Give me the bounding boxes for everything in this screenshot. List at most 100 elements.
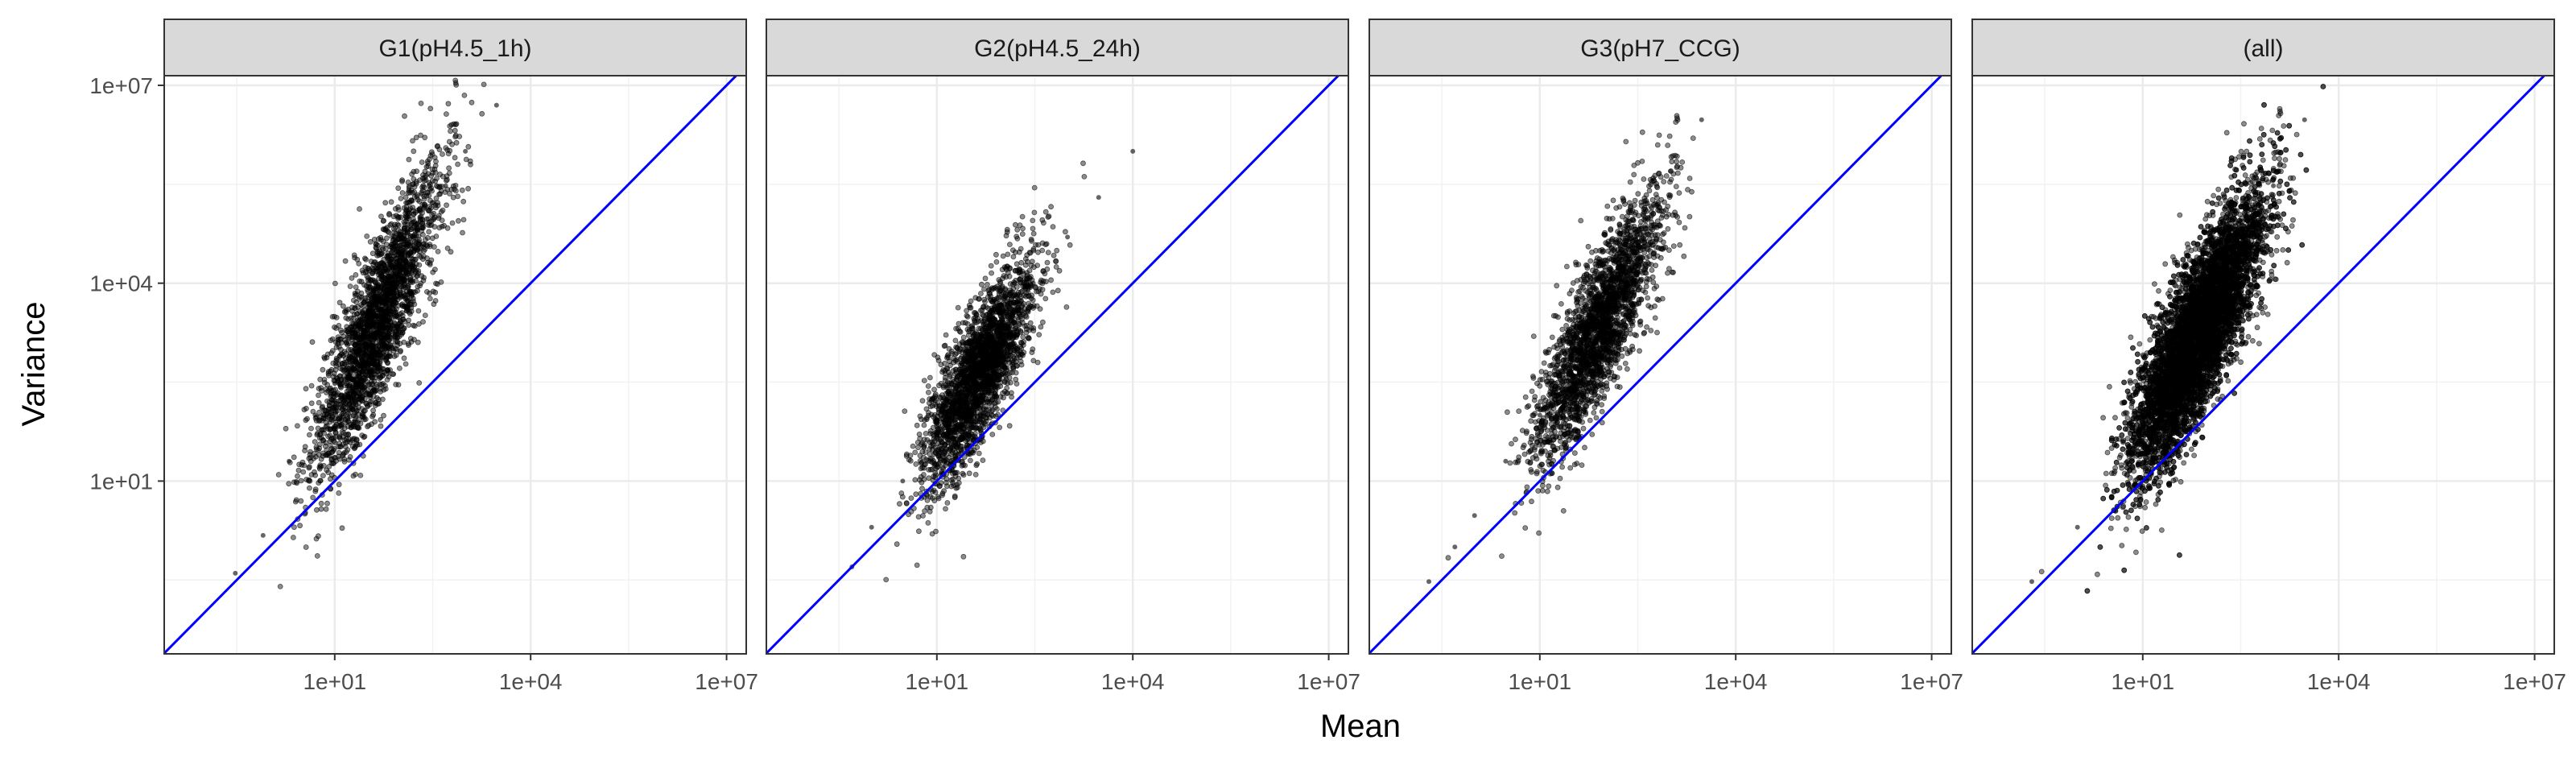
scatter-point bbox=[927, 467, 931, 472]
scatter-point bbox=[402, 222, 407, 227]
scatter-point bbox=[972, 405, 977, 410]
scatter-point bbox=[345, 436, 349, 441]
scatter-point bbox=[963, 463, 968, 468]
scatter-point bbox=[968, 377, 973, 382]
scatter-point bbox=[965, 327, 970, 332]
scatter-point bbox=[361, 412, 365, 417]
scatter-point bbox=[318, 377, 323, 382]
scatter-point bbox=[397, 366, 402, 370]
scatter-point bbox=[351, 316, 356, 320]
scatter-point bbox=[346, 395, 351, 399]
scatter-point bbox=[1043, 296, 1048, 301]
scatter-point bbox=[344, 450, 349, 455]
scatter-point bbox=[940, 399, 945, 403]
scatter-point bbox=[1004, 308, 1009, 312]
scatter-point bbox=[421, 254, 426, 258]
scatter-point bbox=[391, 237, 396, 242]
scatter-point bbox=[383, 281, 388, 286]
scatter-point bbox=[371, 408, 376, 413]
scatter-point bbox=[973, 472, 978, 477]
scatter-point bbox=[319, 457, 324, 461]
scatter-point bbox=[943, 506, 948, 511]
scatter-point bbox=[1022, 293, 1026, 298]
scatter-point bbox=[425, 159, 430, 163]
scatter-point bbox=[320, 437, 325, 442]
scatter-point bbox=[1020, 214, 1025, 219]
scatter-point bbox=[353, 342, 357, 347]
scatter-point bbox=[395, 280, 400, 285]
scatter-point bbox=[978, 308, 983, 313]
scatter-point bbox=[381, 239, 386, 244]
scatter-point bbox=[932, 387, 937, 392]
scatter-point bbox=[1007, 424, 1012, 428]
scatter-point bbox=[964, 313, 969, 318]
scatter-point bbox=[1082, 174, 1087, 179]
scatter-point bbox=[923, 431, 928, 436]
scatter-point bbox=[984, 338, 989, 343]
scatter-point bbox=[411, 149, 416, 154]
scatter-point bbox=[481, 82, 486, 87]
scatter-point bbox=[294, 498, 299, 502]
scatter-point bbox=[926, 520, 931, 525]
scatter-point bbox=[405, 216, 410, 221]
scatter-point bbox=[939, 408, 944, 413]
scatter-point bbox=[958, 329, 963, 334]
scatter-point bbox=[1064, 304, 1069, 309]
scatter-point bbox=[299, 498, 303, 503]
scatter-point bbox=[928, 428, 933, 433]
scatter-point bbox=[460, 230, 465, 235]
scatter-point bbox=[372, 237, 377, 242]
scatter-point bbox=[379, 308, 384, 312]
scatter-point bbox=[319, 506, 324, 511]
scatter-point bbox=[392, 308, 397, 312]
scatter-point bbox=[316, 400, 321, 405]
scatter-point bbox=[1031, 329, 1036, 333]
scatter-point bbox=[996, 351, 1001, 356]
scatter-point bbox=[430, 236, 435, 241]
scatter-point bbox=[1023, 263, 1028, 267]
scatter-point bbox=[1018, 340, 1023, 345]
scatter-point bbox=[942, 420, 947, 425]
scatter-point bbox=[961, 335, 966, 340]
scatter-point bbox=[1009, 296, 1014, 300]
scatter-point bbox=[403, 195, 408, 200]
scatter-point bbox=[428, 106, 433, 111]
scatter-point bbox=[954, 367, 959, 372]
scatter-point bbox=[930, 490, 935, 494]
scatter-point bbox=[1005, 252, 1010, 257]
scatter-point bbox=[327, 451, 332, 456]
scatter-point bbox=[926, 413, 931, 418]
scatter-point bbox=[309, 383, 314, 388]
scatter-point bbox=[434, 184, 439, 188]
scatter-point bbox=[1001, 371, 1005, 376]
scatter-point bbox=[894, 542, 899, 547]
scatter-point bbox=[994, 259, 999, 264]
scatter-point bbox=[341, 353, 345, 358]
scatter-point bbox=[402, 268, 407, 273]
scatter-point bbox=[323, 444, 328, 449]
scatter-point bbox=[1005, 229, 1009, 234]
scatter-point bbox=[314, 507, 319, 512]
scatter-point bbox=[932, 439, 937, 444]
scatter-point bbox=[1007, 242, 1012, 247]
scatter-point bbox=[389, 300, 394, 305]
scatter-point bbox=[328, 338, 333, 343]
scatter-point bbox=[438, 172, 443, 177]
scatter-point bbox=[362, 417, 367, 422]
scatter-point bbox=[969, 400, 974, 405]
scatter-point bbox=[460, 188, 464, 192]
scatter-point bbox=[369, 373, 374, 378]
scatter-point bbox=[332, 281, 337, 286]
scatter-point bbox=[387, 211, 392, 216]
scatter-point bbox=[396, 223, 401, 228]
scatter-point bbox=[1030, 218, 1035, 223]
scatter-point bbox=[408, 243, 413, 248]
scatter-point bbox=[1009, 395, 1014, 399]
scatter-point bbox=[1001, 363, 1005, 368]
scatter-point bbox=[398, 318, 403, 323]
scatter-point bbox=[382, 342, 386, 347]
scatter-point bbox=[416, 308, 421, 313]
scatter-point bbox=[316, 534, 320, 539]
scatter-point bbox=[402, 114, 407, 118]
scatter-point bbox=[914, 492, 919, 497]
